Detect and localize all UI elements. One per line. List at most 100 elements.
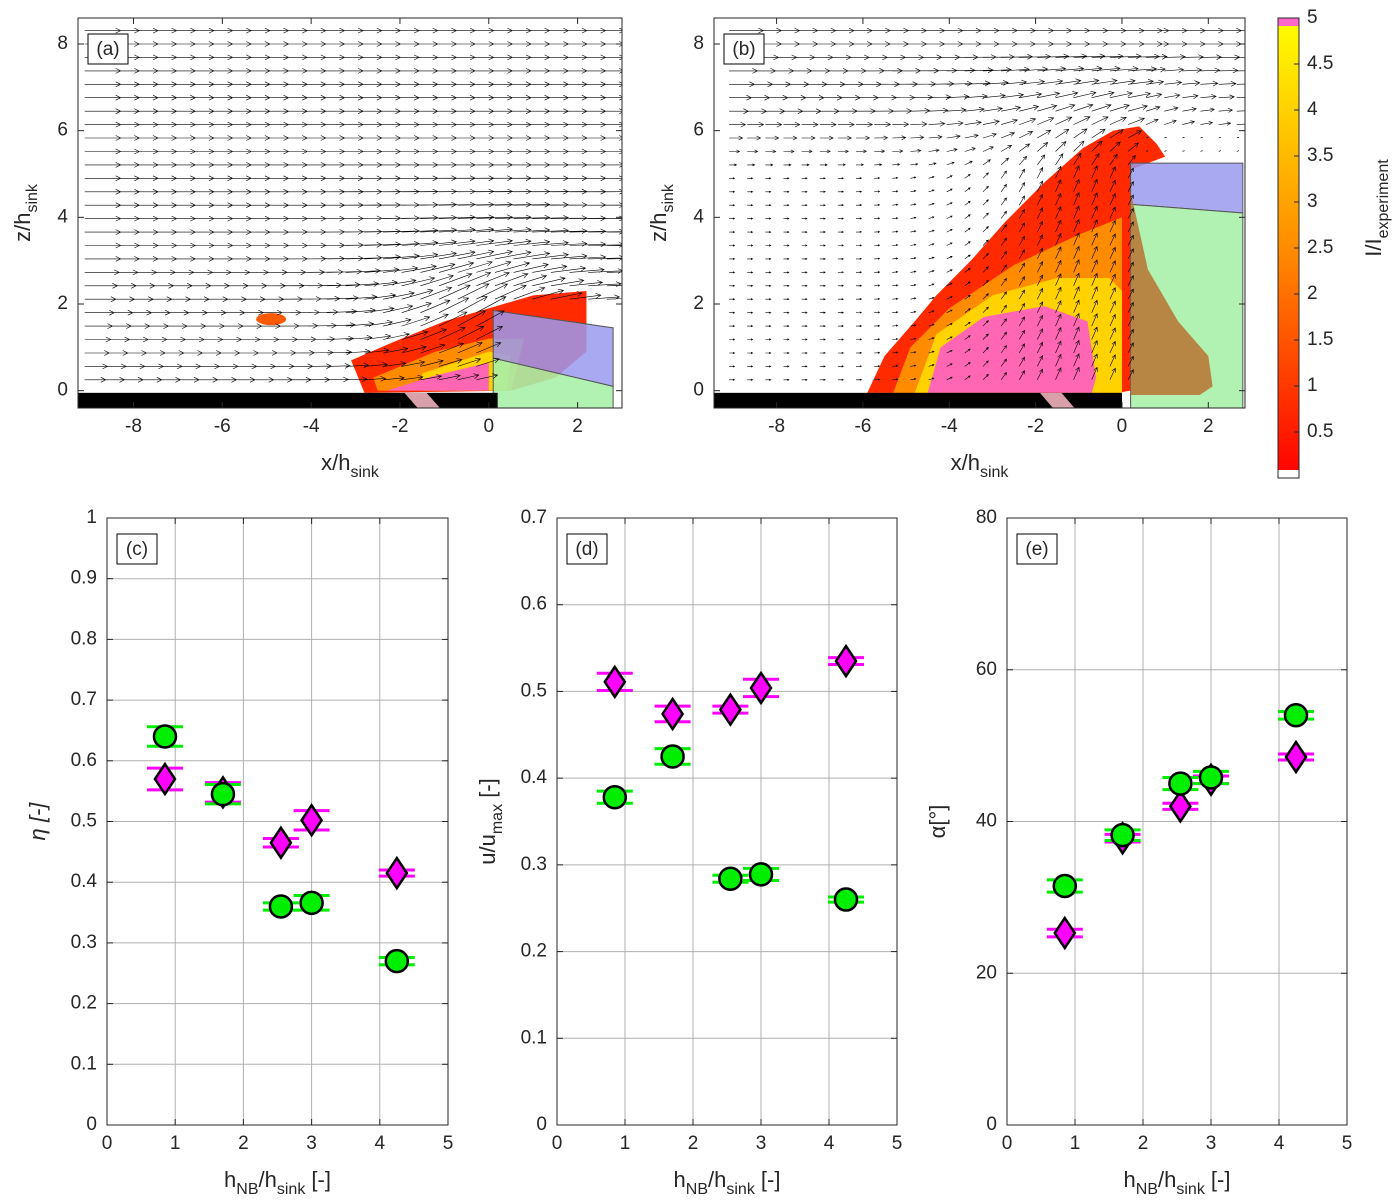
y-tick-label: 6 [693, 120, 704, 141]
label-subscript: NB [686, 1181, 708, 1198]
label-subscript: sink [350, 464, 379, 481]
y-tick-label: 0.5 [71, 811, 97, 832]
x-tick-label: -6 [214, 416, 231, 437]
y-tick-label: 8 [57, 33, 68, 54]
label-subscript: experiment [1375, 159, 1392, 239]
colorbar-tick-label: 4.5 [1307, 53, 1333, 74]
x-tick-label: 2 [688, 1133, 699, 1154]
y-tick-label: 4 [57, 206, 68, 227]
marker [152, 724, 178, 749]
marker [1168, 771, 1193, 796]
colorbar-gradient [1278, 18, 1299, 478]
panel-label-box [566, 533, 608, 565]
label-text: z/h [10, 213, 35, 242]
label-subscript: sink [24, 183, 41, 212]
colorbar-tick-label: 3 [1307, 191, 1318, 212]
x-tick-label: -6 [854, 416, 871, 437]
label-subscript: sink [726, 1181, 755, 1198]
marker [299, 890, 324, 916]
label-text: h [1124, 1167, 1136, 1192]
marker [833, 887, 859, 912]
colorbar-under [1278, 470, 1299, 478]
y-tick-label: 1 [86, 507, 97, 528]
label-text: α[°] [925, 805, 950, 839]
y-tick-label: 0.8 [71, 628, 97, 649]
y-tick-label: 0.2 [71, 993, 97, 1014]
colorbar-tick-label: 2.5 [1307, 237, 1333, 258]
x-axis-label: x/hsink [951, 450, 1010, 481]
marker [1283, 703, 1309, 728]
label-subscript: max [489, 804, 506, 834]
x-tick-label: 2 [572, 416, 583, 437]
x-axis-label: hNB/hsink [-] [674, 1167, 781, 1198]
y-tick-label: 8 [693, 33, 704, 54]
y-tick-label: 0 [57, 380, 68, 401]
x-tick-label: -2 [1027, 416, 1044, 437]
y-tick-label: 0 [693, 380, 704, 401]
x-tick-label: -2 [392, 416, 409, 437]
marker [660, 744, 685, 769]
label-subscript: sink [980, 464, 1009, 481]
velocity-vectors [729, 27, 1245, 381]
colorbar-tick-label: 5 [1307, 7, 1318, 28]
label-subscript: NB [1136, 1181, 1158, 1198]
y-tick-label: 0.6 [71, 750, 97, 771]
y-tick-label: 0 [86, 1114, 97, 1135]
x-tick-label: 0 [1117, 416, 1128, 437]
ground-wall [78, 392, 498, 408]
marker [661, 696, 685, 732]
label-text: /h [708, 1167, 726, 1192]
label-subscript: NB [236, 1181, 258, 1198]
label-text: x/h [951, 450, 980, 475]
x-tick-label: 1 [620, 1133, 631, 1154]
marker [834, 643, 858, 679]
axes-box [77, 17, 623, 409]
marker [602, 784, 628, 810]
colorbar-tick-label: 3.5 [1307, 145, 1333, 166]
y-axis-label: α[°] [925, 805, 950, 839]
label-text: u/u [475, 834, 500, 865]
marker [269, 825, 293, 860]
panel-label-box [87, 33, 129, 65]
x-tick-label: 4 [1274, 1133, 1285, 1154]
label-text: I/I [1361, 238, 1386, 256]
roof-strip [1039, 392, 1075, 408]
y-tick-label: 0.7 [71, 689, 97, 710]
marker [1110, 822, 1135, 848]
x-tick-label: 3 [1206, 1133, 1217, 1154]
marker [603, 664, 627, 700]
panel-label-box [723, 33, 765, 65]
marker [718, 866, 743, 891]
y-axis-label: u/umax [-] [475, 778, 506, 865]
panel-label: (b) [732, 39, 755, 60]
y-axis-label: η [-] [25, 802, 50, 841]
marker [1198, 765, 1224, 790]
ground-wall [714, 392, 1122, 408]
y-tick-label: 0.3 [71, 932, 97, 953]
y-tick-label: 6 [57, 120, 68, 141]
axes-box [106, 517, 449, 1126]
x-tick-label: 5 [1342, 1133, 1353, 1154]
plume-over [927, 306, 1097, 393]
x-tick-label: 4 [824, 1133, 835, 1154]
field-layer [714, 27, 1245, 408]
marker [268, 894, 294, 919]
panel-label: (e) [1025, 539, 1048, 560]
marker [384, 948, 410, 974]
x-tick-label: -4 [941, 416, 958, 437]
label-text: [-] [475, 778, 500, 804]
y-tick-label: 0.2 [521, 941, 547, 962]
colorbar-tick-label: 2 [1307, 283, 1318, 304]
building-lower [492, 357, 614, 408]
label-subscript: sink [660, 183, 677, 212]
y-tick-label: 0.5 [521, 680, 547, 701]
y-axis-label: z/hsink [10, 183, 41, 242]
y-tick-label: 0.1 [521, 1027, 547, 1048]
y-tick-label: 2 [57, 293, 68, 314]
x-tick-label: 0 [1002, 1133, 1013, 1154]
x-axis-label: x/hsink [321, 450, 380, 481]
y-tick-label: 0.3 [521, 854, 547, 875]
label-text: [-] [305, 1167, 331, 1192]
label-text: x/h [321, 450, 350, 475]
